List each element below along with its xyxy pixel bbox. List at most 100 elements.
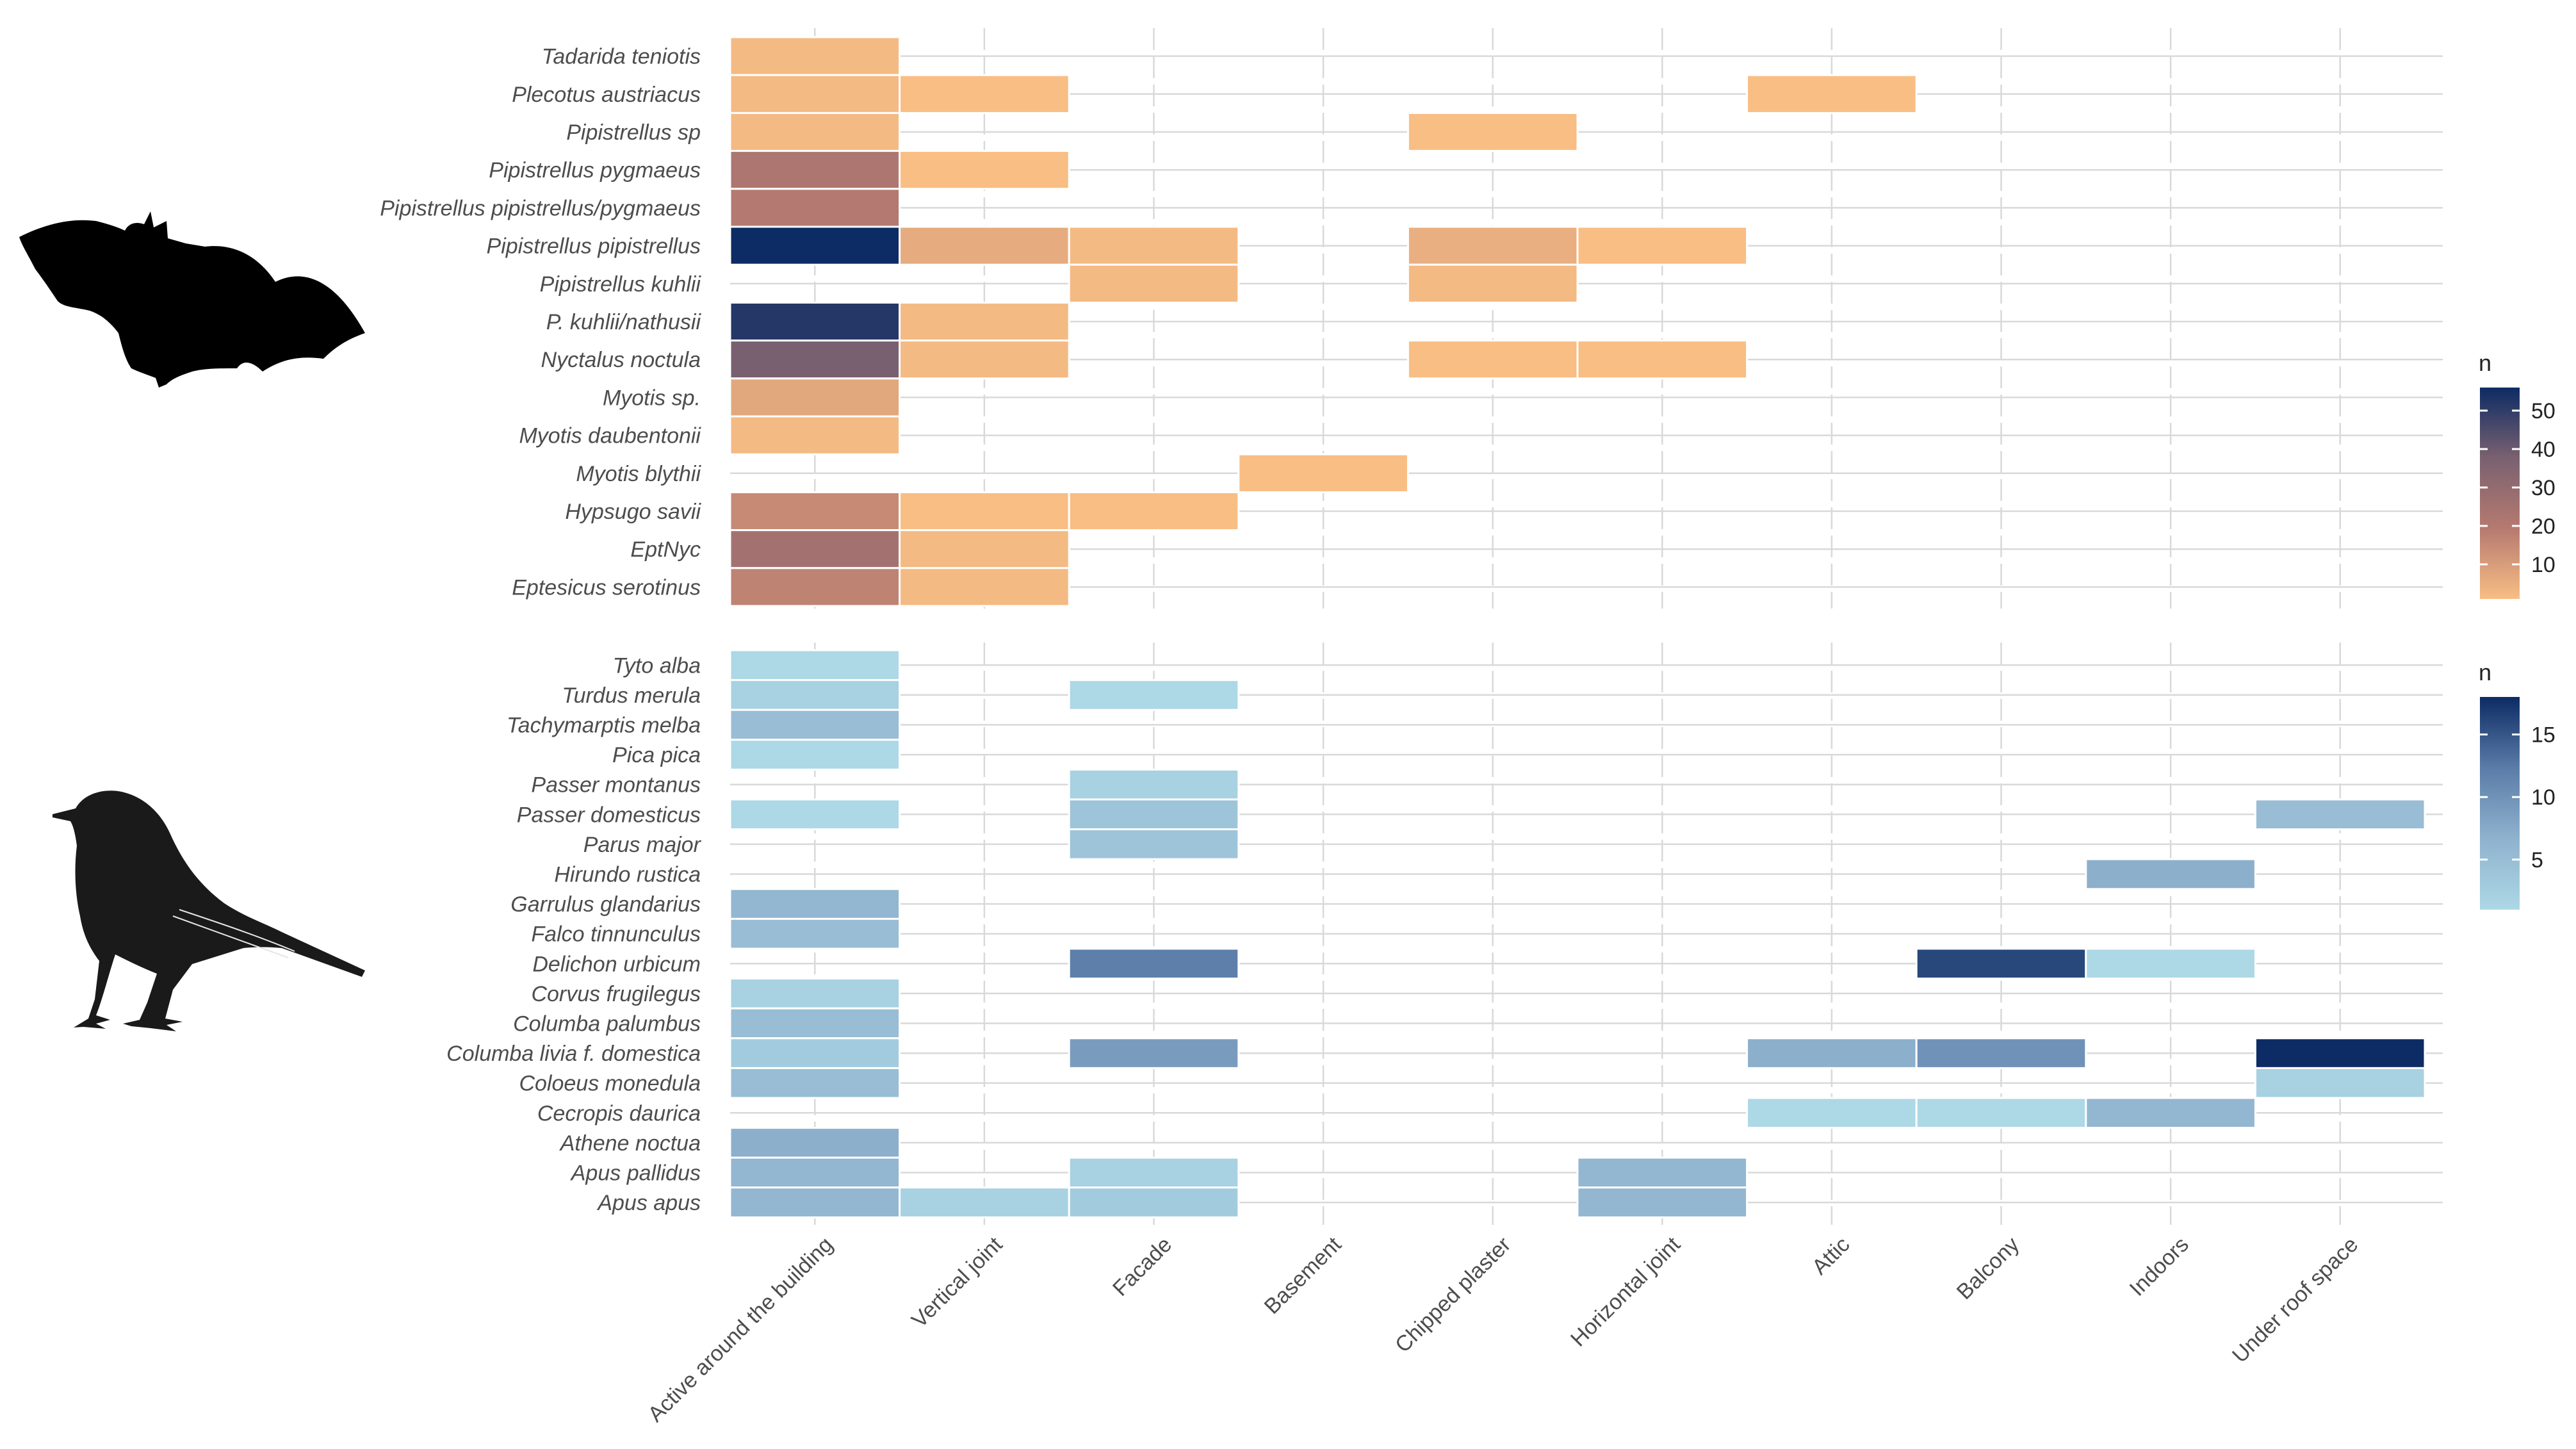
row-label: Apus pallidus <box>570 1161 701 1186</box>
heatmap-cell <box>899 491 1070 532</box>
row-label: Pipistrellus pipistrellus/pygmaeus <box>380 196 701 220</box>
heatmap-cell <box>729 1127 901 1159</box>
heatmap-cell <box>899 340 1070 380</box>
row-label: Coloeus monedula <box>519 1072 701 1096</box>
heatmap-cell <box>1068 1186 1240 1218</box>
heatmap-cell <box>1746 1037 1918 1069</box>
heatmap-cell <box>2085 947 2256 980</box>
row-label: Turdus merula <box>562 684 701 708</box>
heatmap-cell <box>1915 947 2087 980</box>
legend-tick-label: 10 <box>2531 785 2556 810</box>
heatmap-cell <box>1406 225 1579 266</box>
heatmap-cell <box>729 150 901 190</box>
heatmap-cell <box>729 225 901 266</box>
heatmap-cell <box>1068 1037 1240 1069</box>
heatmap-cell <box>729 1007 901 1040</box>
legend-tick-label: 15 <box>2531 723 2556 748</box>
row-label: Cecropis daurica <box>537 1101 701 1126</box>
heatmap-cell <box>729 567 901 607</box>
heatmap-cell <box>729 1067 901 1099</box>
heatmap-cell <box>2254 1037 2426 1069</box>
legend-colorbar <box>2480 697 2520 910</box>
heatmap-cell <box>899 567 1070 607</box>
row-label: Nyctalus noctula <box>541 348 701 372</box>
row-label: Tadarida teniotis <box>542 45 701 69</box>
bird-silhouette <box>53 790 365 1031</box>
row-label: Myotis daubentonii <box>519 424 701 448</box>
heatmap-cell <box>1068 828 1240 860</box>
heatmap-cell <box>729 74 901 114</box>
legend-title: n <box>2479 659 2491 685</box>
column-label: Horizontal joint <box>1566 1232 1685 1351</box>
heatmap-cell <box>1068 225 1240 266</box>
row-label: Tachymarptis melba <box>507 714 701 738</box>
heatmap-cell <box>1576 225 1749 266</box>
row-label: Passer domesticus <box>517 803 701 827</box>
heatmap-cell <box>1576 340 1749 380</box>
heatmap-cell <box>729 415 901 455</box>
heatmap-cell <box>729 1156 901 1189</box>
row-label: EptNyc <box>630 537 701 562</box>
row-label: Pipistrellus kuhlii <box>540 272 702 297</box>
heatmap-cell <box>1068 768 1240 801</box>
heatmap-cell <box>729 340 901 380</box>
row-label: Garrulus glandarius <box>510 892 701 917</box>
column-label: Chipped plaster <box>1390 1232 1515 1357</box>
row-label: Apus apus <box>596 1191 701 1215</box>
heatmap-cell <box>1406 263 1579 304</box>
heatmap-cell <box>729 301 901 342</box>
heatmap-cell <box>1068 1156 1240 1189</box>
row-label: Pipistrellus pygmaeus <box>489 158 701 183</box>
column-label: Vertical joint <box>907 1232 1007 1332</box>
row-label: Hypsugo savii <box>565 500 701 524</box>
heatmap-cell <box>729 739 901 771</box>
legends: n 10 20 30 40 50 n 5 10 15 <box>2479 350 2556 910</box>
legend-tick-label: 30 <box>2531 476 2556 500</box>
grid-lines <box>730 28 2443 1225</box>
row-label: Tyto alba <box>613 653 701 678</box>
row-label: Hirundo rustica <box>554 863 701 887</box>
heatmap-cell <box>1068 947 1240 980</box>
heatmap-cell <box>729 188 901 228</box>
legend-tick-label: 5 <box>2531 848 2543 872</box>
heatmap-cell <box>1068 263 1240 304</box>
column-label: Basement <box>1260 1232 1347 1319</box>
row-label: Corvus frugilegus <box>531 982 701 1006</box>
heatmap-cell <box>2254 1067 2426 1099</box>
legend-colorbar <box>2480 388 2520 599</box>
heatmap-cell <box>899 74 1070 114</box>
heatmap-cell <box>1746 74 1918 114</box>
heatmap-cell <box>729 978 901 1010</box>
heatmap-cell <box>1406 111 1579 152</box>
heatmap-cell <box>1068 679 1240 711</box>
row-label: Plecotus austriacus <box>512 83 701 107</box>
legend-tick-label: 50 <box>2531 399 2556 423</box>
heatmap-cell <box>729 1186 901 1218</box>
row-label: Myotis sp. <box>603 386 701 410</box>
row-label: P. kuhlii/nathusii <box>546 310 702 334</box>
row-label: Eptesicus serotinus <box>512 575 701 600</box>
row-label: Delichon urbicum <box>532 952 701 976</box>
heatmap-cell <box>1068 798 1240 831</box>
heatmap-cell <box>729 111 901 152</box>
heatmap-cell <box>729 649 901 682</box>
heatmap-cell <box>1576 1156 1749 1189</box>
legend-title: n <box>2479 350 2491 376</box>
legend-tick-label: 40 <box>2531 438 2556 462</box>
heatmap-cell <box>1915 1037 2087 1069</box>
column-labels: Active around the building Vertical joint… <box>643 1232 2363 1427</box>
legend-tick-label: 10 <box>2531 553 2556 577</box>
heatmap-cell <box>729 529 901 569</box>
heatmap-cell <box>899 150 1070 190</box>
heatmap-cell <box>1915 1097 2087 1129</box>
row-label: Columba palumbus <box>513 1012 701 1036</box>
heatmap-cell <box>1237 453 1409 493</box>
heatmap-cell <box>729 36 901 76</box>
heatmap-cell <box>2085 858 2256 890</box>
heatmap-cell <box>729 917 901 950</box>
heatmap-cell <box>2254 798 2426 831</box>
heatmap-cell <box>899 1186 1070 1218</box>
heatmap-cell <box>1406 340 1579 380</box>
row-label: Falco tinnunculus <box>531 922 701 947</box>
